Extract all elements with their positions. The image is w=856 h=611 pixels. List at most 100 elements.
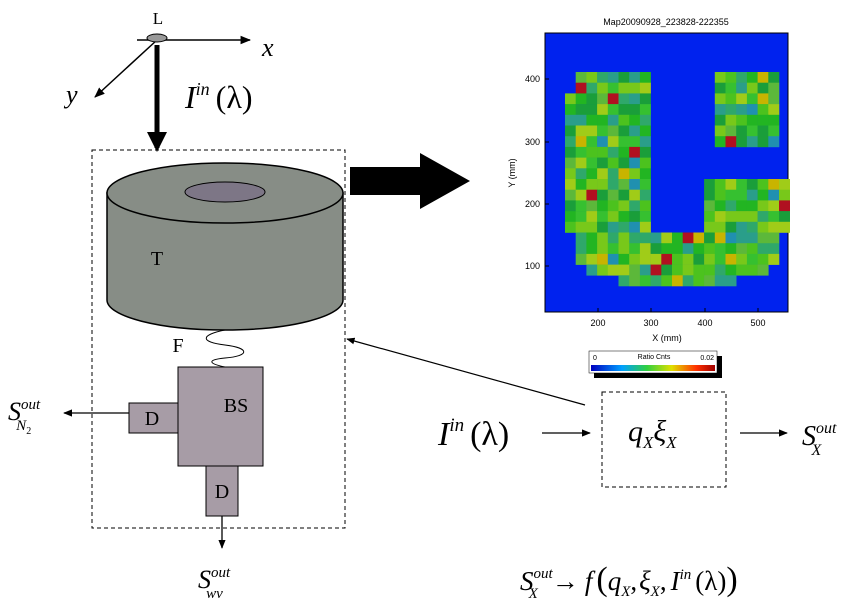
map-cell (736, 265, 747, 276)
map-cell (576, 233, 587, 244)
map-cell (693, 265, 704, 276)
map-cell (661, 243, 672, 254)
fiber-label: F (172, 335, 183, 357)
map-cell (736, 126, 747, 137)
map-cell (565, 190, 576, 201)
x-tick-label: 300 (643, 318, 658, 328)
map-cell (672, 265, 683, 276)
map-cell (608, 147, 619, 158)
map-cell (683, 243, 694, 254)
map-cell (715, 179, 726, 190)
map-cell (768, 72, 779, 83)
map-cell (693, 233, 704, 244)
map-cell (736, 179, 747, 190)
map-cell (586, 190, 597, 201)
map-cell (736, 243, 747, 254)
map-cell (704, 179, 715, 190)
map-cell (640, 126, 651, 137)
map-cell (576, 83, 587, 94)
map-cell (661, 275, 672, 286)
superscript: out (816, 420, 837, 437)
map-cell (608, 254, 619, 265)
map-cell (597, 200, 608, 211)
map-cell (619, 147, 630, 158)
map-cell (629, 211, 640, 222)
model-box-label: qXξX (628, 415, 677, 452)
argument: (λ) (216, 79, 253, 115)
map-cell (629, 265, 640, 276)
map-cell (619, 243, 630, 254)
map-cell (758, 265, 769, 276)
map-cell (565, 136, 576, 147)
map-cell (576, 72, 587, 83)
symbol: ξ (639, 566, 651, 596)
map-cell (758, 179, 769, 190)
paren: ( (596, 561, 607, 598)
map-cell (704, 190, 715, 201)
map-cell (586, 200, 597, 211)
y-tick-label: 300 (525, 137, 540, 147)
y-tick-label: 100 (525, 261, 540, 271)
map-cell (576, 136, 587, 147)
map-cell (672, 233, 683, 244)
map-cell (629, 115, 640, 126)
map-cell (640, 83, 651, 94)
map-cell (586, 158, 597, 169)
map-cell (715, 233, 726, 244)
map-cell (608, 83, 619, 94)
map-cell (629, 104, 640, 115)
map-cell (726, 136, 737, 147)
map-cell (629, 93, 640, 104)
map-cell (726, 200, 737, 211)
map-cell (715, 104, 726, 115)
map-cell (704, 211, 715, 222)
map-cell (619, 126, 630, 137)
map-cell (576, 158, 587, 169)
y-axis-label: y (63, 80, 78, 109)
map-cell (715, 265, 726, 276)
map-cell (704, 254, 715, 265)
map-cell (597, 93, 608, 104)
map-cell (726, 190, 737, 201)
map-cell (758, 233, 769, 244)
map-cell (565, 222, 576, 233)
map-cell (565, 211, 576, 222)
x-tick-label: 200 (590, 318, 605, 328)
map-cell (640, 190, 651, 201)
map-cell (758, 104, 769, 115)
map-cell (747, 243, 758, 254)
map-cell (661, 233, 672, 244)
map-cell (704, 265, 715, 276)
map-cell (768, 115, 779, 126)
map-cell (608, 115, 619, 126)
map-cell (608, 222, 619, 233)
map-cell (768, 179, 779, 190)
subscript: X (810, 442, 822, 459)
map-cell (608, 233, 619, 244)
map-cell (608, 243, 619, 254)
map-cell (586, 147, 597, 158)
beam-splitter (178, 367, 263, 466)
map-cell (629, 83, 640, 94)
map-title: Map20090928_223828-222355 (603, 17, 729, 27)
map-cell (747, 222, 758, 233)
map-cell (758, 93, 769, 104)
map-cell (608, 158, 619, 169)
map-cell (586, 72, 597, 83)
map-cell (608, 104, 619, 115)
map-cell (619, 190, 630, 201)
map-cell (576, 104, 587, 115)
map-cell (565, 147, 576, 158)
map-cell (715, 243, 726, 254)
map-cell (565, 179, 576, 190)
map-cell (651, 243, 662, 254)
map-cell (661, 265, 672, 276)
map-cell (693, 243, 704, 254)
map-cell (586, 265, 597, 276)
map-cell (747, 200, 758, 211)
map-cell (715, 254, 726, 265)
map-cell (597, 115, 608, 126)
output-n2-label: SoutN2 (8, 397, 41, 437)
map-cell (715, 222, 726, 233)
